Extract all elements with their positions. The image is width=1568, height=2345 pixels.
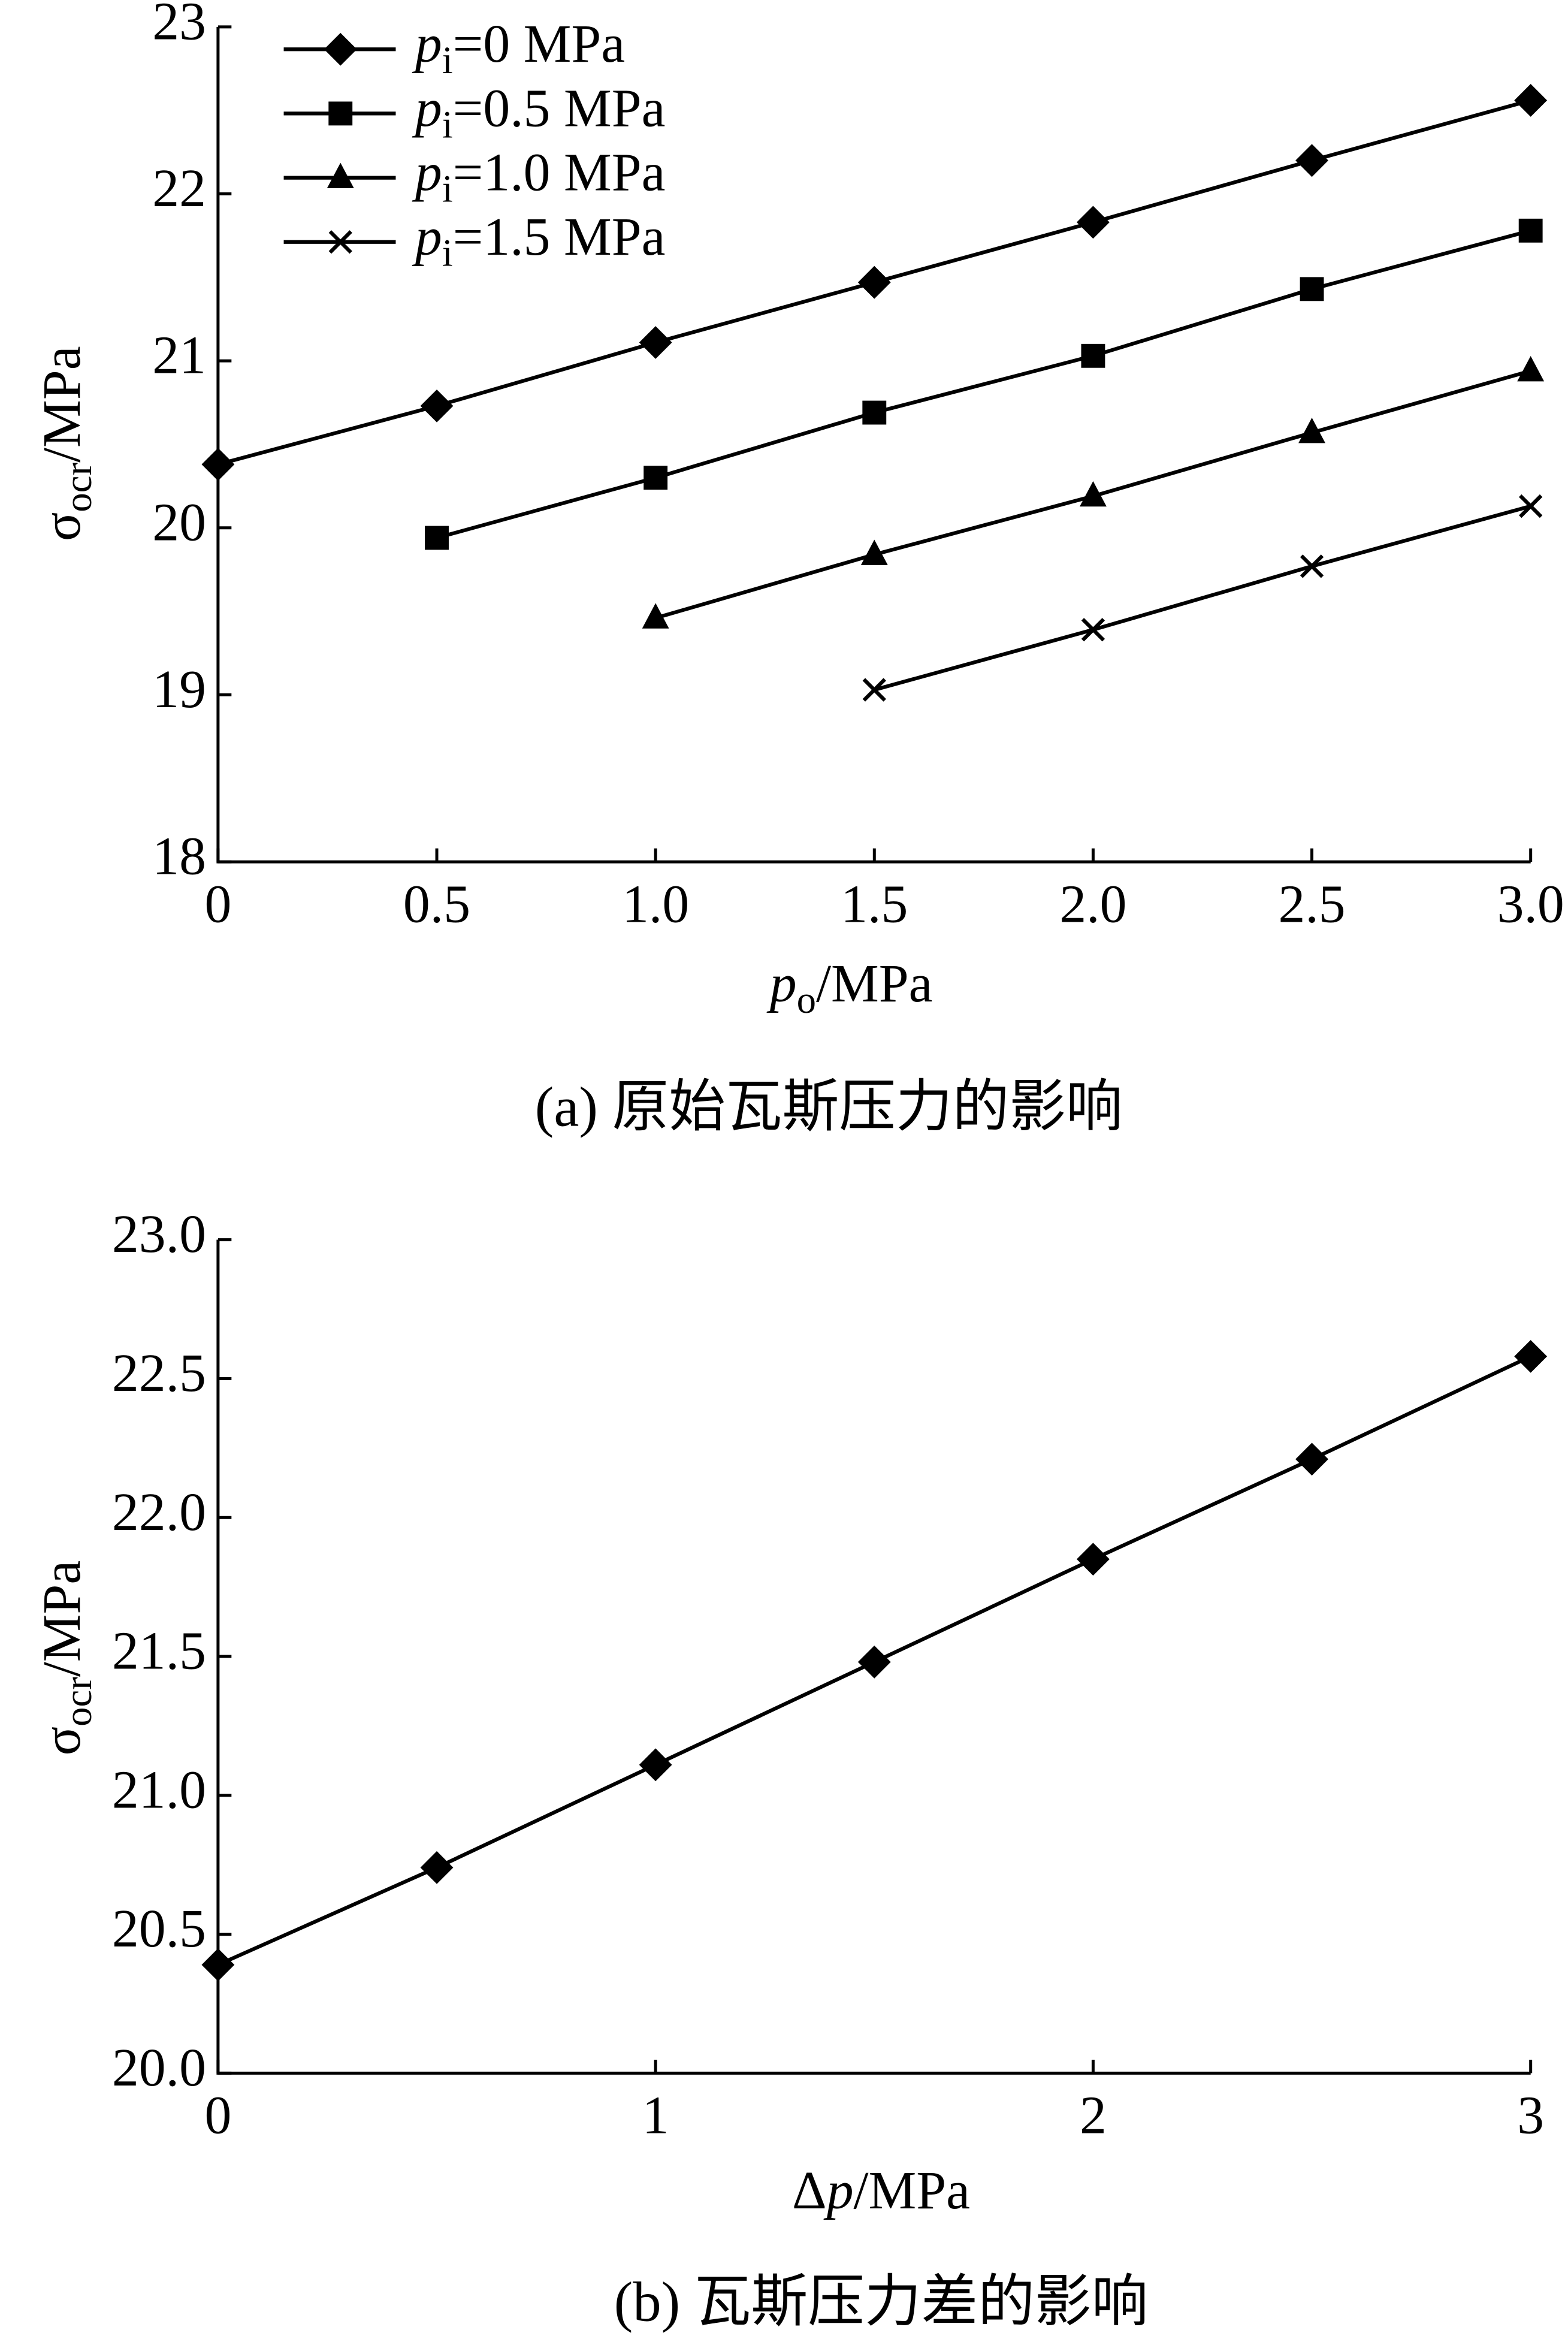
legend-label: pi=0.5 MPa (412, 79, 666, 146)
series-line (436, 228, 1531, 540)
y-tick-label: 19 (152, 660, 206, 719)
marker (425, 526, 449, 550)
marker (1517, 355, 1545, 382)
x-tick-label: 2 (1080, 2086, 1107, 2145)
marker (862, 678, 886, 702)
x-axis-label: Δp/MPa (792, 2160, 970, 2220)
y-tick-label: 21.5 (112, 1622, 206, 1681)
legend-label: pi=0 MPa (412, 14, 625, 82)
marker (1081, 618, 1105, 642)
legend-marker (328, 101, 353, 126)
legend-marker (324, 32, 357, 66)
x-tick-label: 0.5 (403, 874, 470, 934)
y-tick-label: 23.0 (112, 1205, 206, 1264)
x-tick-label: 1.0 (622, 874, 689, 934)
y-axis-label: σocr/MPa (32, 346, 100, 541)
y-tick-label: 22.5 (112, 1344, 206, 1403)
marker (860, 539, 888, 565)
y-tick-label: 20.0 (112, 2038, 206, 2097)
x-tick-label: 3.0 (1497, 874, 1564, 934)
legend-marker (327, 162, 354, 189)
legend-label: pi=1.5 MPa (412, 207, 666, 274)
caption: (a) 原始瓦斯压力的影响 (535, 1076, 1123, 1139)
marker (1519, 494, 1543, 518)
x-tick-label: 1.5 (841, 874, 908, 934)
series-line (874, 504, 1531, 692)
legend-label: pi=1.0 MPa (412, 143, 666, 210)
marker (1295, 144, 1328, 177)
y-tick-label: 18 (152, 827, 206, 886)
marker (1295, 1442, 1328, 1476)
x-tick-label: 0 (204, 2086, 231, 2145)
marker (201, 1948, 235, 1982)
y-tick-label: 23 (152, 0, 206, 51)
y-tick-label: 22 (152, 159, 206, 218)
x-tick-label: 2.5 (1278, 874, 1345, 934)
marker (643, 466, 668, 490)
y-tick-label: 20 (152, 493, 206, 552)
marker (1077, 1543, 1110, 1576)
marker (639, 326, 672, 359)
marker (1514, 84, 1548, 117)
marker (1298, 418, 1325, 443)
marker (420, 389, 454, 422)
y-tick-label: 21 (152, 326, 206, 385)
marker (1300, 277, 1324, 301)
marker (1079, 481, 1107, 507)
marker (420, 1851, 454, 1884)
y-tick-label: 22.0 (112, 1483, 206, 1542)
x-tick-label: 1 (642, 2086, 669, 2145)
y-tick-label: 20.5 (112, 1899, 206, 1958)
marker (862, 400, 887, 425)
x-tick-label: 3 (1517, 2086, 1544, 2145)
y-tick-label: 21.0 (112, 1760, 206, 1819)
x-axis-label: po/MPa (766, 954, 933, 1022)
y-axis-label: σocr/MPa (32, 1561, 100, 1756)
marker (1300, 554, 1324, 578)
marker (1518, 218, 1543, 243)
marker (1077, 206, 1110, 239)
x-tick-label: 2.0 (1059, 874, 1126, 934)
marker (857, 1645, 891, 1679)
marker (1514, 1339, 1548, 1373)
caption: (b) 瓦斯压力差的影响 (614, 2271, 1149, 2333)
marker (642, 603, 669, 629)
marker (857, 265, 891, 299)
legend-marker (328, 230, 352, 254)
marker (1081, 343, 1105, 368)
x-tick-label: 0 (204, 874, 231, 934)
marker (639, 1748, 672, 1782)
marker (201, 448, 235, 481)
